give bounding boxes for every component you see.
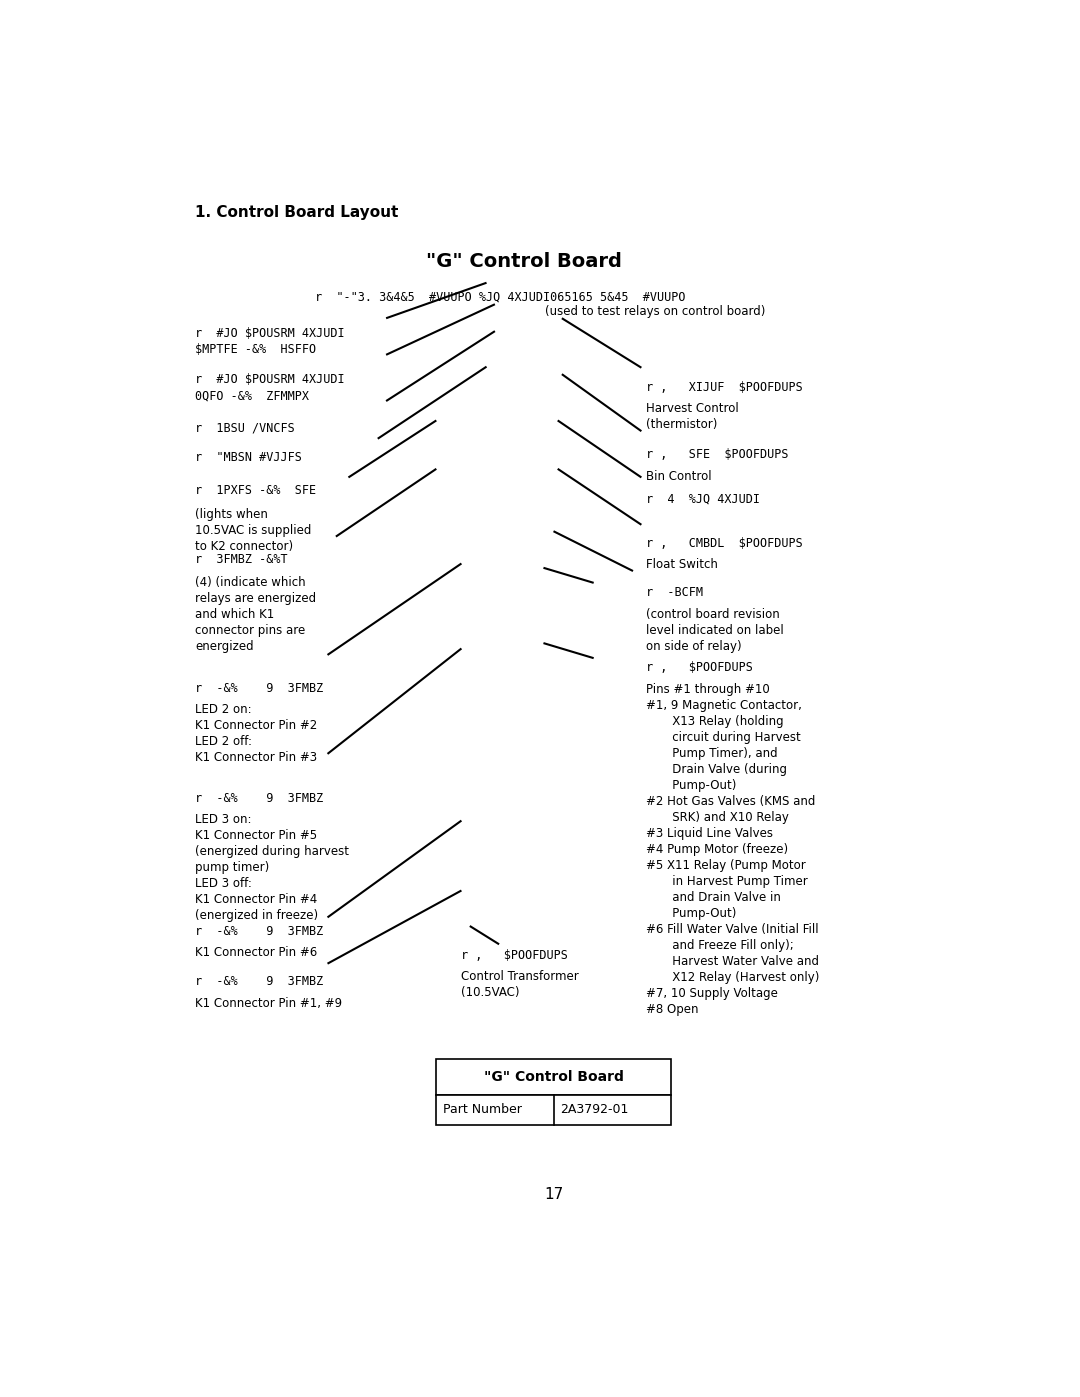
Text: (control board revision
level indicated on label
on side of relay): (control board revision level indicated … — [646, 608, 783, 652]
FancyBboxPatch shape — [436, 1059, 671, 1095]
Text: "G" Control Board: "G" Control Board — [484, 1070, 623, 1084]
Text: K1 Connector Pin #6: K1 Connector Pin #6 — [195, 946, 318, 960]
Text: (lights when
10.5VAC is supplied
to K2 connector): (lights when 10.5VAC is supplied to K2 c… — [195, 507, 312, 553]
Text: r ,   $POOFDUPS: r , $POOFDUPS — [461, 949, 568, 961]
Text: r  1BSU /VNCFS: r 1BSU /VNCFS — [195, 422, 295, 434]
Text: r ,   $POOFDUPS: r , $POOFDUPS — [646, 661, 753, 675]
Text: Control Transformer
(10.5VAC): Control Transformer (10.5VAC) — [461, 970, 579, 999]
Text: r  -&%    9  3FMBZ: r -&% 9 3FMBZ — [195, 975, 324, 989]
Text: r  #JO $POUSRM 4XJUDI
0QFO -&%  ZFMMPX: r #JO $POUSRM 4XJUDI 0QFO -&% ZFMMPX — [195, 373, 345, 402]
Text: Part Number: Part Number — [443, 1104, 522, 1116]
Text: r  -&%    9  3FMBZ: r -&% 9 3FMBZ — [195, 925, 324, 937]
Text: Pins #1 through #10
#1, 9 Magnetic Contactor,
       X13 Relay (holding
       c: Pins #1 through #10 #1, 9 Magnetic Conta… — [646, 683, 819, 1016]
Text: (used to test relays on control board): (used to test relays on control board) — [545, 306, 766, 319]
FancyBboxPatch shape — [436, 1095, 671, 1125]
Text: (4) (indicate which
relays are energized
and which K1
connector pins are
energiz: (4) (indicate which relays are energized… — [195, 577, 316, 654]
Text: r  3FMBZ -&%T: r 3FMBZ -&%T — [195, 553, 288, 566]
Text: 2A3792-01: 2A3792-01 — [561, 1104, 629, 1116]
Text: r  "-"3. 3&4&5  #VUUPO %JQ 4XJUDI065165 5&45  #VUUPO: r "-"3. 3&4&5 #VUUPO %JQ 4XJUDI065165 5&… — [315, 291, 686, 303]
Text: r  1PXFS -&%  SFE: r 1PXFS -&% SFE — [195, 483, 316, 497]
Text: r  "MBSN #VJJFS: r "MBSN #VJJFS — [195, 451, 302, 464]
Text: r ,   CMBDL  $POOFDUPS: r , CMBDL $POOFDUPS — [646, 536, 802, 549]
Text: LED 2 on:
K1 Connector Pin #2
LED 2 off:
K1 Connector Pin #3: LED 2 on: K1 Connector Pin #2 LED 2 off:… — [195, 703, 318, 764]
Text: r  -&%    9  3FMBZ: r -&% 9 3FMBZ — [195, 682, 324, 694]
Text: Bin Control: Bin Control — [646, 469, 712, 483]
Text: 1. Control Board Layout: 1. Control Board Layout — [195, 205, 399, 221]
Text: K1 Connector Pin #1, #9: K1 Connector Pin #1, #9 — [195, 997, 342, 1010]
Text: r ,   XIJUF  $POOFDUPS: r , XIJUF $POOFDUPS — [646, 380, 802, 394]
Text: Float Switch: Float Switch — [646, 559, 717, 571]
Text: LED 3 on:
K1 Connector Pin #5
(energized during harvest
pump timer)
LED 3 off:
K: LED 3 on: K1 Connector Pin #5 (energized… — [195, 813, 349, 922]
Text: r  -BCFM: r -BCFM — [646, 587, 703, 599]
Text: 17: 17 — [544, 1187, 563, 1203]
Text: r  4  %JQ 4XJUDI: r 4 %JQ 4XJUDI — [646, 493, 759, 506]
Text: r  -&%    9  3FMBZ: r -&% 9 3FMBZ — [195, 792, 324, 805]
Text: "G" Control Board: "G" Control Board — [427, 251, 622, 271]
Text: Harvest Control
(thermistor): Harvest Control (thermistor) — [646, 402, 739, 432]
Text: r  #JO $POUSRM 4XJUDI
$MPTFE -&%  HSFFO: r #JO $POUSRM 4XJUDI $MPTFE -&% HSFFO — [195, 327, 345, 356]
Text: r ,   SFE  $POOFDUPS: r , SFE $POOFDUPS — [646, 448, 788, 461]
